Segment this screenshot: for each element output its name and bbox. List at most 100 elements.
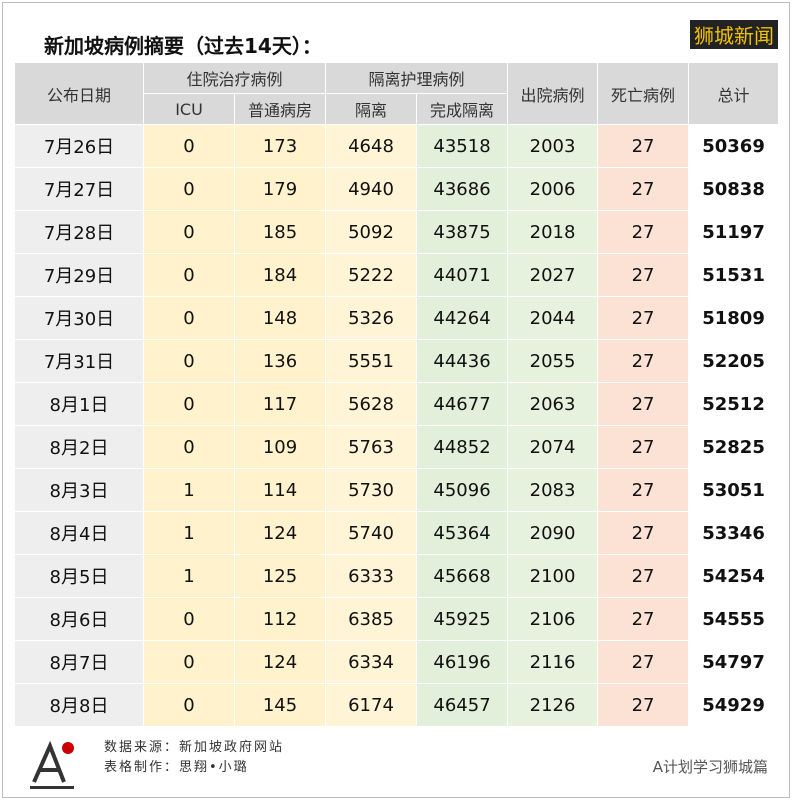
table-row: 8月6日 0 112 6385 45925 2106 27 54555 — [14, 597, 780, 641]
value-cell: 185 — [233, 210, 327, 254]
value-cell: 5730 — [325, 468, 418, 512]
value-cell: 1 — [143, 554, 235, 598]
source: 新加坡政府网站 — [179, 740, 285, 755]
value-cell: 27 — [597, 339, 690, 383]
date-cell: 8月7日 — [14, 640, 144, 684]
value-cell: 0 — [143, 210, 235, 254]
table-row: 7月31日 0 136 5551 44436 2055 27 52205 — [14, 339, 780, 383]
footer: 数据来源：新加坡政府网站 表格制作：思翔•小璐 — [104, 738, 284, 778]
value-cell: 27 — [597, 640, 690, 684]
date-cell: 7月30日 — [14, 296, 144, 340]
value-cell: 4940 — [325, 167, 418, 211]
value-cell: 52825 — [688, 425, 780, 469]
value-cell: 114 — [233, 468, 327, 512]
table-row: 8月8日 0 145 6174 46457 2126 27 54929 — [14, 683, 780, 727]
value-cell: 43875 — [416, 210, 509, 254]
date-cell: 8月1日 — [14, 382, 144, 426]
date-cell: 8月3日 — [14, 468, 144, 512]
badge: 狮城新闻 — [690, 20, 778, 49]
value-cell: 27 — [597, 296, 690, 340]
source-label: 数据来源： — [104, 740, 180, 755]
value-cell: 43686 — [416, 167, 509, 211]
value-cell: 43518 — [416, 124, 509, 168]
value-cell: 5628 — [325, 382, 418, 426]
value-cell: 2106 — [507, 597, 599, 641]
value-cell: 54254 — [688, 554, 780, 598]
value-cell: 53051 — [688, 468, 780, 512]
value-cell: 44852 — [416, 425, 509, 469]
value-cell: 145 — [233, 683, 327, 727]
header-cell: 出院病例 — [507, 62, 599, 125]
value-cell: 5222 — [325, 253, 418, 297]
value-cell: 27 — [597, 554, 690, 598]
value-cell: 6334 — [325, 640, 418, 684]
header-cell: 完成隔离 — [416, 93, 509, 125]
value-cell: 44071 — [416, 253, 509, 297]
value-cell: 6333 — [325, 554, 418, 598]
value-cell: 2116 — [507, 640, 599, 684]
value-cell: 2003 — [507, 124, 599, 168]
value-cell: 109 — [233, 425, 327, 469]
value-cell: 44436 — [416, 339, 509, 383]
table: 公布日期 住院治疗病例 隔离护理病例 出院病例 死亡病例 总计 ICU 普通病房… — [14, 62, 780, 727]
value-cell: 27 — [597, 210, 690, 254]
date-cell: 7月26日 — [14, 124, 144, 168]
header-cell: 隔离 — [325, 93, 418, 125]
date-cell: 8月2日 — [14, 425, 144, 469]
value-cell: 45096 — [416, 468, 509, 512]
value-cell: 136 — [233, 339, 327, 383]
value-cell: 53346 — [688, 511, 780, 555]
table-row: 7月28日 0 185 5092 43875 2018 27 51197 — [14, 210, 780, 254]
header-cell: 住院治疗病例 — [142, 62, 327, 94]
value-cell: 124 — [233, 640, 327, 684]
value-cell: 112 — [233, 597, 327, 641]
value-cell: 5740 — [325, 511, 418, 555]
value-cell: 45668 — [416, 554, 509, 598]
value-cell: 2090 — [507, 511, 599, 555]
value-cell: 2074 — [507, 425, 599, 469]
value-cell: 52512 — [688, 382, 780, 426]
value-cell: 2044 — [507, 296, 599, 340]
table-row: 8月5日 1 125 6333 45668 2100 27 54254 — [14, 554, 780, 598]
value-cell: 27 — [597, 382, 690, 426]
header-cell: 普通病房 — [233, 93, 327, 125]
value-cell: 1 — [143, 468, 235, 512]
value-cell: 5763 — [325, 425, 418, 469]
value-cell: 0 — [143, 683, 235, 727]
value-cell: 44677 — [416, 382, 509, 426]
header-cell: 死亡病例 — [597, 62, 690, 125]
value-cell: 2006 — [507, 167, 599, 211]
date-cell: 7月31日 — [14, 339, 144, 383]
value-cell: 2018 — [507, 210, 599, 254]
table-row: 8月2日 0 109 5763 44852 2074 27 52825 — [14, 425, 780, 469]
value-cell: 179 — [233, 167, 327, 211]
value-cell: 2063 — [507, 382, 599, 426]
value-cell: 54555 — [688, 597, 780, 641]
value-cell: 46196 — [416, 640, 509, 684]
value-cell: 27 — [597, 597, 690, 641]
value-cell: 6385 — [325, 597, 418, 641]
value-cell: 0 — [143, 339, 235, 383]
value-cell: 51197 — [688, 210, 780, 254]
value-cell: 6174 — [325, 683, 418, 727]
value-cell: 2126 — [507, 683, 599, 727]
value-cell: 5551 — [325, 339, 418, 383]
value-cell: 2027 — [507, 253, 599, 297]
value-cell: 1 — [143, 511, 235, 555]
value-cell: 5092 — [325, 210, 418, 254]
date-cell: 8月4日 — [14, 511, 144, 555]
value-cell: 2055 — [507, 339, 599, 383]
value-cell: 46457 — [416, 683, 509, 727]
header-cell: 总计 — [688, 62, 780, 125]
value-cell: 27 — [597, 425, 690, 469]
table-row: 8月1日 0 117 5628 44677 2063 27 52512 — [14, 382, 780, 426]
value-cell: 173 — [233, 124, 327, 168]
date-cell: 8月8日 — [14, 683, 144, 727]
table-row: 7月30日 0 148 5326 44264 2044 27 51809 — [14, 296, 780, 340]
value-cell: 45364 — [416, 511, 509, 555]
date-cell: 8月5日 — [14, 554, 144, 598]
value-cell: 0 — [143, 296, 235, 340]
value-cell: 0 — [143, 253, 235, 297]
